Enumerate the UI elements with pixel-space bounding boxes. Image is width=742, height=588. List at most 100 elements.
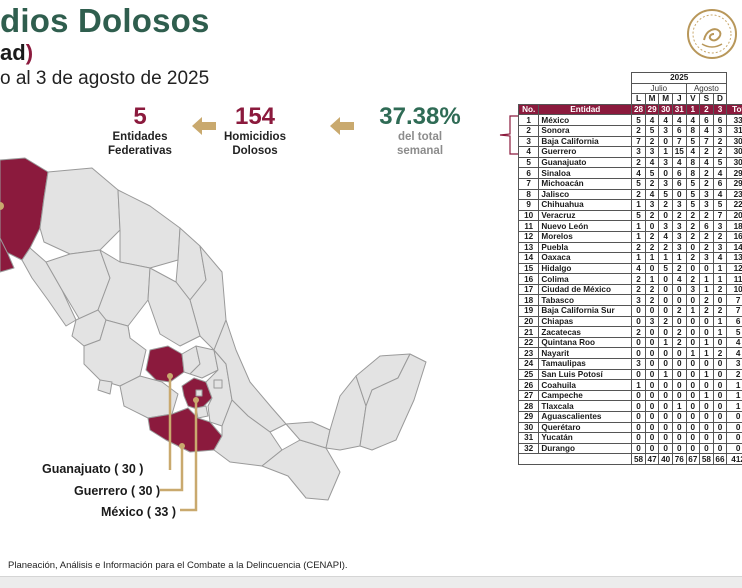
table-cell-value: 5 xyxy=(631,177,646,190)
table-cell-value: 4 xyxy=(685,146,701,158)
table-row: 9 Chihuahua 1 3 2 3 5 3 5 22 xyxy=(517,199,742,211)
table-cell-value: 3 xyxy=(671,199,687,211)
stat-homicides: 154 Homicidios Dolosos xyxy=(200,104,310,158)
table-cell-no: 5 xyxy=(517,156,540,169)
table-cell-value: 0 xyxy=(658,379,673,391)
table-cell-total: 20 xyxy=(726,209,742,222)
table-cell-value: 3 xyxy=(712,241,728,254)
table-cell-value: 6 xyxy=(712,114,728,126)
table-total-value: 58 xyxy=(699,453,714,465)
table-cell-value: 0 xyxy=(658,283,673,296)
table-row: 18 Tabasco 3 2 0 0 0 2 0 7 xyxy=(517,294,742,307)
table-cell-value: 0 xyxy=(644,432,660,444)
table-cell-value: 1 xyxy=(631,252,646,264)
table-cell-value: 0 xyxy=(644,389,660,402)
table-cell-no: 28 xyxy=(517,400,540,412)
table-cell-value: 0 xyxy=(699,379,714,391)
table-row: 16 Colima 2 1 0 4 2 1 1 11 xyxy=(517,273,742,285)
table-cell-value: 1 xyxy=(712,315,728,328)
map-state-tamaulipas xyxy=(189,245,227,351)
table-cell-value: 0 xyxy=(685,336,701,349)
table-cell-value: 0 xyxy=(712,442,728,455)
table-year: 2025 xyxy=(631,72,728,84)
table-cell-total: 0 xyxy=(726,432,742,444)
table-cell-value: 2 xyxy=(712,283,728,296)
table-cell-value: 5 xyxy=(631,209,646,222)
table-totals-row: 58474076675866412 xyxy=(517,453,742,465)
table-weekday: D xyxy=(712,93,728,105)
table-month-july: Julio xyxy=(631,82,687,95)
table-cell-value: 4 xyxy=(712,188,728,201)
table-cell-value: 2 xyxy=(712,230,728,243)
table-cell-value: 0 xyxy=(685,432,701,444)
table-cell-entity: Querétaro xyxy=(538,421,633,434)
table-cell-value: 5 xyxy=(658,262,673,275)
table-cell-entity: Tabasco xyxy=(538,294,633,307)
table-cell-value: 0 xyxy=(685,442,701,455)
table-cell-value: 3 xyxy=(644,146,660,158)
table-cell-value: 3 xyxy=(644,315,660,328)
table-total-value: 40 xyxy=(658,453,673,465)
table-cell-value: 2 xyxy=(671,262,687,275)
table-row: 6 Sinaloa 4 5 0 6 8 2 4 29 xyxy=(517,167,742,179)
table-cell-value: 0 xyxy=(671,315,687,328)
table-cell-value: 0 xyxy=(671,283,687,296)
table-day: 28 xyxy=(631,103,646,116)
table-cell-no: 23 xyxy=(517,347,540,360)
table-cell-entity: Guerrero xyxy=(538,146,633,158)
table-cell-value: 0 xyxy=(685,379,701,391)
table-cell-entity: Durango xyxy=(538,442,633,455)
table-cell-value: 0 xyxy=(644,336,660,349)
table-cell-value: 0 xyxy=(671,188,687,201)
table-day: 30 xyxy=(658,103,673,116)
table-cell-no: 3 xyxy=(517,135,540,148)
table-cell-value: 0 xyxy=(658,389,673,402)
table-cell-value: 5 xyxy=(685,177,701,190)
table-cell-value: 3 xyxy=(671,230,687,243)
map-state-tlaxcala xyxy=(213,379,223,389)
table-cell-no: 1 xyxy=(517,114,540,126)
table-cell-value: 0 xyxy=(671,432,687,444)
table-cell-value: 2 xyxy=(644,177,660,190)
table-cell-value: 2 xyxy=(685,209,701,222)
table-cell-value: 0 xyxy=(631,411,646,423)
table-cell-total: 7 xyxy=(726,294,742,307)
table-cell-entity: Jalisco xyxy=(538,188,633,201)
table-cell-value: 2 xyxy=(631,188,646,201)
table-cell-value: 4 xyxy=(631,167,646,179)
table-cell-entity: Morelos xyxy=(538,230,633,243)
table-cell-total: 30 xyxy=(726,146,742,158)
table-row: 7 Michoacán 5 2 3 6 5 2 6 29 xyxy=(517,177,742,190)
table-day: 2 xyxy=(699,103,714,116)
table-cell-no: 31 xyxy=(517,432,540,444)
table-cell-value: 0 xyxy=(658,347,673,360)
table-cell-total: 33 xyxy=(726,114,742,126)
pointer-guerrero xyxy=(160,446,184,492)
table-cell-no: 21 xyxy=(517,326,540,338)
table-cell-entity: Colima xyxy=(538,273,633,285)
table-cell-value: 4 xyxy=(658,230,673,243)
table-row: 30 Querétaro 0 0 0 0 0 0 0 0 xyxy=(517,421,742,434)
stat-percent-value: 37.38% xyxy=(379,103,461,130)
table-cell-value: 0 xyxy=(671,411,687,423)
table-cell-value: 2 xyxy=(644,209,660,222)
table-cell-value: 1 xyxy=(699,368,714,381)
table-cell-value: 2 xyxy=(644,283,660,296)
table-row: 1 México 5 4 4 4 4 6 6 33 xyxy=(517,114,742,126)
bracket-icon xyxy=(499,115,518,155)
table-cell-total: 0 xyxy=(726,442,742,455)
table-cell-value: 0 xyxy=(658,305,673,317)
table-cell-total: 18 xyxy=(726,220,742,232)
table-cell-value: 0 xyxy=(644,326,660,338)
table-cell-value: 3 xyxy=(699,199,714,211)
table-row: 10 Veracruz 5 2 0 2 2 2 7 20 xyxy=(517,209,742,222)
table-cell-value: 0 xyxy=(658,135,673,148)
table-cell-value: 3 xyxy=(631,146,646,158)
table-cell-total: 10 xyxy=(726,283,742,296)
table-cell-value: 0 xyxy=(685,358,701,370)
map-state-slp xyxy=(147,267,201,347)
table-cell-value: 6 xyxy=(699,220,714,232)
table-row: 23 Nayarit 0 0 0 0 1 1 2 4 xyxy=(517,347,742,360)
table-weekday: V xyxy=(685,93,701,105)
